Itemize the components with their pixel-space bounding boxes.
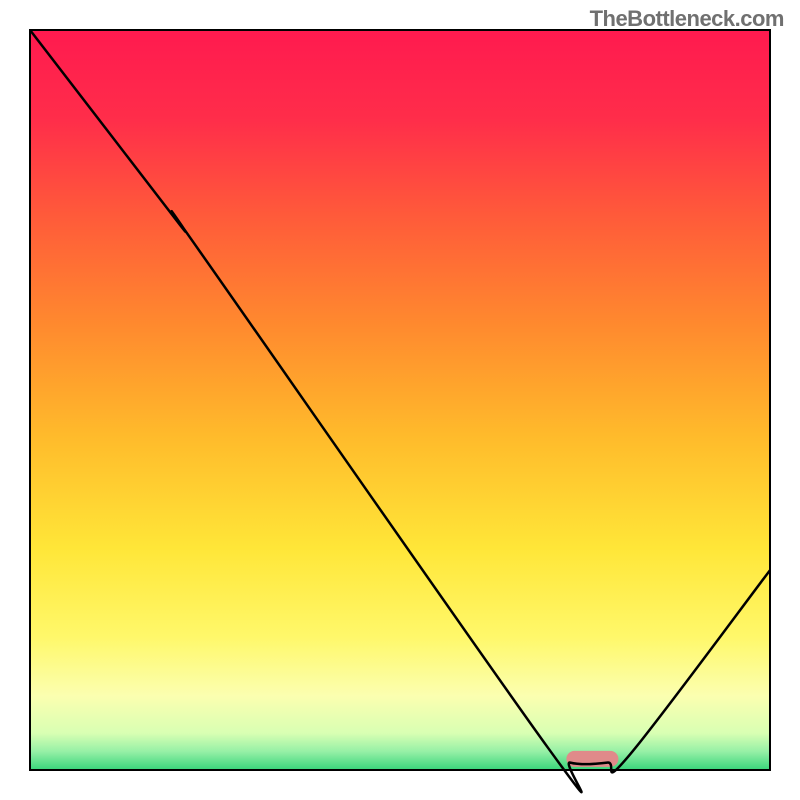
plot-background	[30, 30, 770, 770]
watermark-text: TheBottleneck.com	[590, 6, 784, 32]
chart-container: TheBottleneck.com	[0, 0, 800, 800]
bottleneck-chart	[0, 0, 800, 800]
